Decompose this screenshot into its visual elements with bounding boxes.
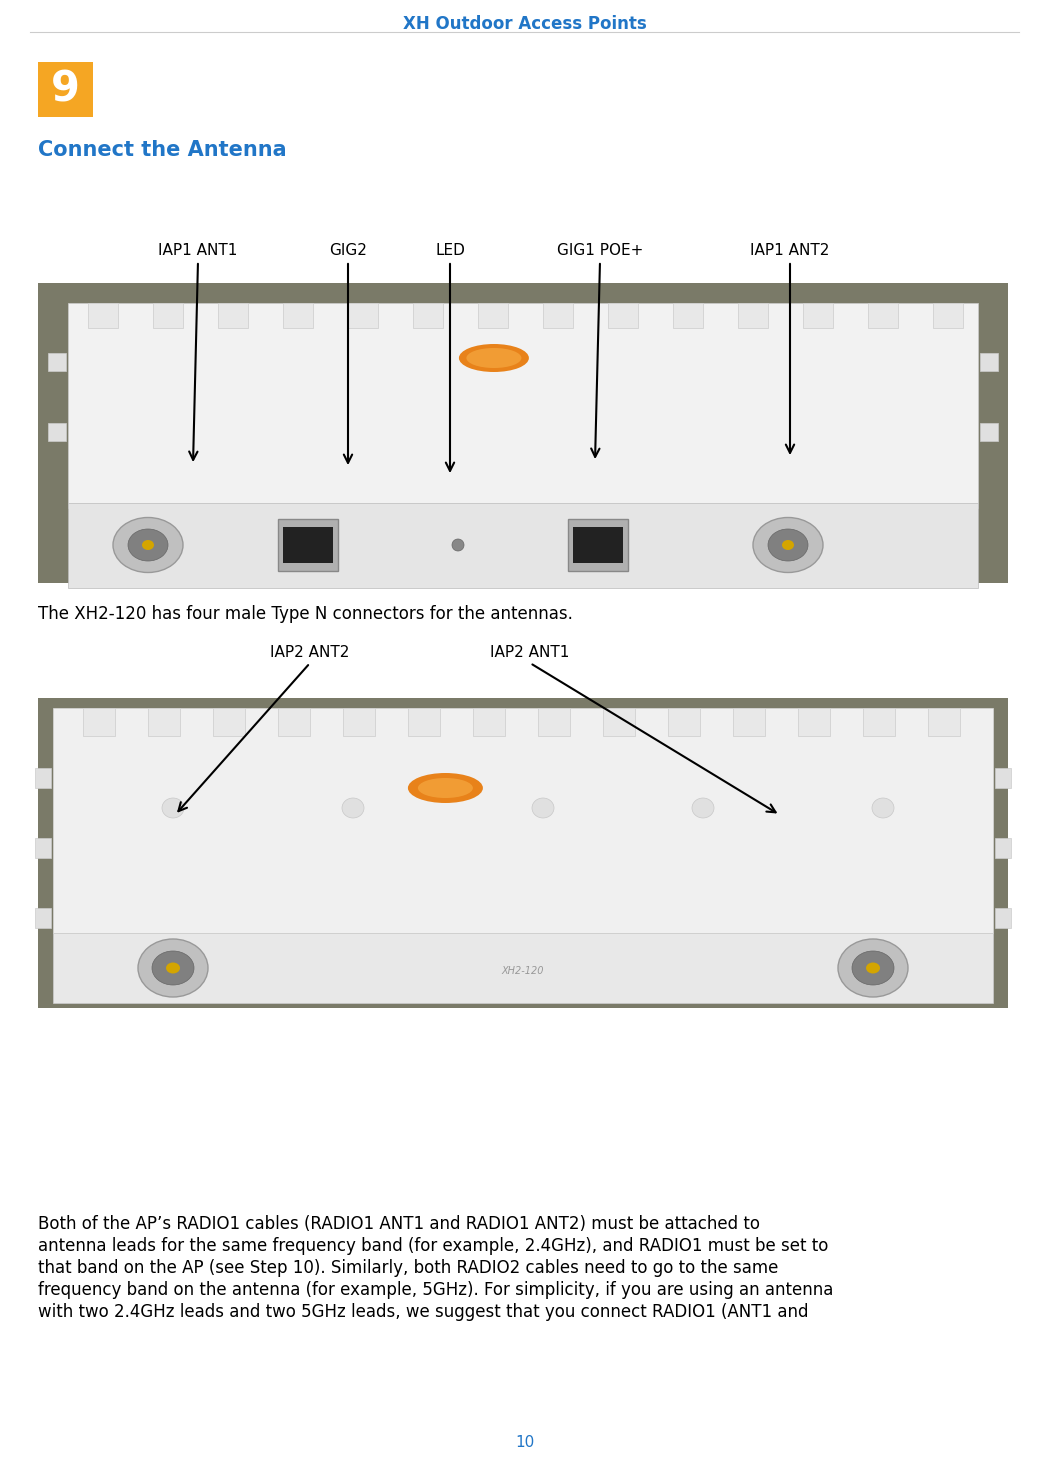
- Bar: [408, 709, 440, 736]
- Bar: [278, 519, 338, 572]
- Text: that band on the AP (see Step 10). Similarly, both RADIO2 cables need to go to t: that band on the AP (see Step 10). Simil…: [38, 1260, 778, 1277]
- Bar: [738, 303, 768, 328]
- Bar: [802, 303, 833, 328]
- Bar: [35, 768, 51, 787]
- Ellipse shape: [128, 529, 168, 561]
- Ellipse shape: [692, 798, 714, 818]
- Ellipse shape: [138, 939, 208, 997]
- Bar: [473, 709, 505, 736]
- Text: GIG1 POE+: GIG1 POE+: [557, 243, 643, 258]
- Bar: [46, 353, 1000, 563]
- Text: antenna leads for the same frequency band (for example, 2.4GHz), and RADIO1 must: antenna leads for the same frequency ban…: [38, 1236, 829, 1255]
- Ellipse shape: [418, 779, 473, 798]
- Ellipse shape: [142, 539, 154, 550]
- Bar: [980, 423, 998, 440]
- Ellipse shape: [458, 344, 529, 372]
- Bar: [798, 709, 830, 736]
- Bar: [608, 303, 638, 328]
- Bar: [38, 283, 88, 583]
- Bar: [283, 303, 313, 328]
- Text: frequency band on the antenna (for example, 5GHz). For simplicity, if you are us: frequency band on the antenna (for examp…: [38, 1282, 833, 1299]
- Bar: [996, 768, 1011, 787]
- Bar: [933, 303, 963, 328]
- Bar: [996, 908, 1011, 927]
- Bar: [278, 709, 311, 736]
- Bar: [68, 503, 978, 588]
- Ellipse shape: [768, 529, 808, 561]
- Text: The XH2-120 has four male Type N connectors for the antennas.: The XH2-120 has four male Type N connect…: [38, 605, 573, 623]
- Ellipse shape: [152, 951, 194, 986]
- Ellipse shape: [532, 798, 554, 818]
- Bar: [283, 526, 333, 563]
- Text: IAP1 ANT1: IAP1 ANT1: [158, 243, 238, 258]
- Bar: [35, 908, 51, 927]
- Bar: [668, 709, 700, 736]
- Bar: [673, 303, 703, 328]
- Bar: [538, 709, 570, 736]
- Bar: [38, 698, 1008, 1007]
- Text: 9: 9: [51, 69, 80, 111]
- Ellipse shape: [753, 518, 823, 573]
- Bar: [928, 709, 960, 736]
- Ellipse shape: [872, 798, 894, 818]
- Text: GIG2: GIG2: [329, 243, 367, 258]
- Bar: [603, 709, 635, 736]
- Text: IAP2 ANT2: IAP2 ANT2: [271, 644, 349, 660]
- Bar: [958, 283, 1008, 583]
- Ellipse shape: [782, 539, 794, 550]
- Ellipse shape: [467, 348, 521, 367]
- Bar: [148, 709, 180, 736]
- Bar: [83, 709, 115, 736]
- Ellipse shape: [866, 962, 880, 974]
- Text: with two 2.4GHz leads and two 5GHz leads, we suggest that you connect RADIO1 (AN: with two 2.4GHz leads and two 5GHz leads…: [38, 1303, 809, 1321]
- Bar: [478, 303, 508, 328]
- Bar: [343, 709, 374, 736]
- Bar: [38, 283, 1008, 583]
- Bar: [88, 303, 117, 328]
- Bar: [218, 303, 248, 328]
- Bar: [48, 353, 66, 370]
- Text: XH2-120: XH2-120: [501, 967, 544, 977]
- Bar: [573, 526, 623, 563]
- Ellipse shape: [452, 539, 464, 551]
- Text: IAP1 ANT2: IAP1 ANT2: [750, 243, 830, 258]
- Bar: [868, 303, 898, 328]
- Bar: [413, 303, 443, 328]
- Bar: [733, 709, 765, 736]
- Bar: [348, 303, 378, 328]
- Bar: [53, 933, 993, 1003]
- Bar: [38, 63, 93, 117]
- Bar: [68, 303, 978, 507]
- Ellipse shape: [852, 951, 894, 986]
- Bar: [53, 709, 993, 933]
- Bar: [568, 519, 628, 572]
- Bar: [213, 709, 245, 736]
- Ellipse shape: [162, 798, 184, 818]
- Ellipse shape: [342, 798, 364, 818]
- Bar: [996, 838, 1011, 857]
- Text: XH Outdoor Access Points: XH Outdoor Access Points: [403, 15, 646, 34]
- Bar: [863, 709, 895, 736]
- Bar: [48, 423, 66, 440]
- Bar: [980, 353, 998, 370]
- Bar: [153, 303, 183, 328]
- Ellipse shape: [838, 939, 908, 997]
- Text: Connect the Antenna: Connect the Antenna: [38, 140, 286, 160]
- Bar: [35, 838, 51, 857]
- Text: 10: 10: [515, 1435, 534, 1451]
- Ellipse shape: [408, 773, 483, 803]
- Ellipse shape: [113, 518, 183, 573]
- Text: LED: LED: [435, 243, 465, 258]
- Bar: [543, 303, 573, 328]
- Text: Both of the AP’s RADIO1 cables (RADIO1 ANT1 and RADIO1 ANT2) must be attached to: Both of the AP’s RADIO1 cables (RADIO1 A…: [38, 1215, 759, 1233]
- Text: IAP2 ANT1: IAP2 ANT1: [490, 644, 570, 660]
- Ellipse shape: [166, 962, 180, 974]
